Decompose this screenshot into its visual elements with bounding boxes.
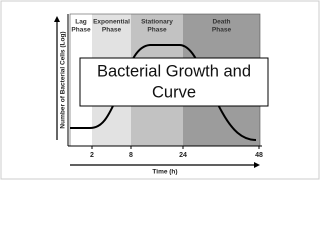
y-axis-label: Number of Bacterial Cells (Log): [60, 31, 67, 128]
phase-label: Death: [212, 19, 230, 26]
x-axis-label: Time (h): [152, 169, 177, 176]
phase-label: Phase: [102, 27, 122, 34]
growth-curve: [70, 44, 257, 141]
title: Curve: [152, 83, 196, 101]
phase-label: Stationary: [141, 19, 173, 26]
diagram: LagPhaseExponentialPhaseStationaryPhaseD…: [0, 0, 320, 180]
x-arrow-head: [254, 162, 260, 168]
x-tick-label: 8: [129, 152, 133, 159]
phase-label: Phase: [147, 27, 167, 34]
x-tick-label: 2: [90, 152, 94, 159]
x-tick-label: 48: [255, 152, 263, 159]
y-arrow-head: [54, 16, 60, 22]
x-tick-label: 24: [179, 152, 187, 159]
frame: [0, 0, 320, 180]
title: Bacterial Growth and: [97, 62, 251, 80]
phase-label: Phase: [71, 27, 91, 34]
title-box: [79, 57, 269, 107]
phase-label: Lag: [75, 19, 87, 26]
phase-label: Exponential: [93, 19, 130, 26]
phase-label: Phase: [212, 27, 232, 34]
